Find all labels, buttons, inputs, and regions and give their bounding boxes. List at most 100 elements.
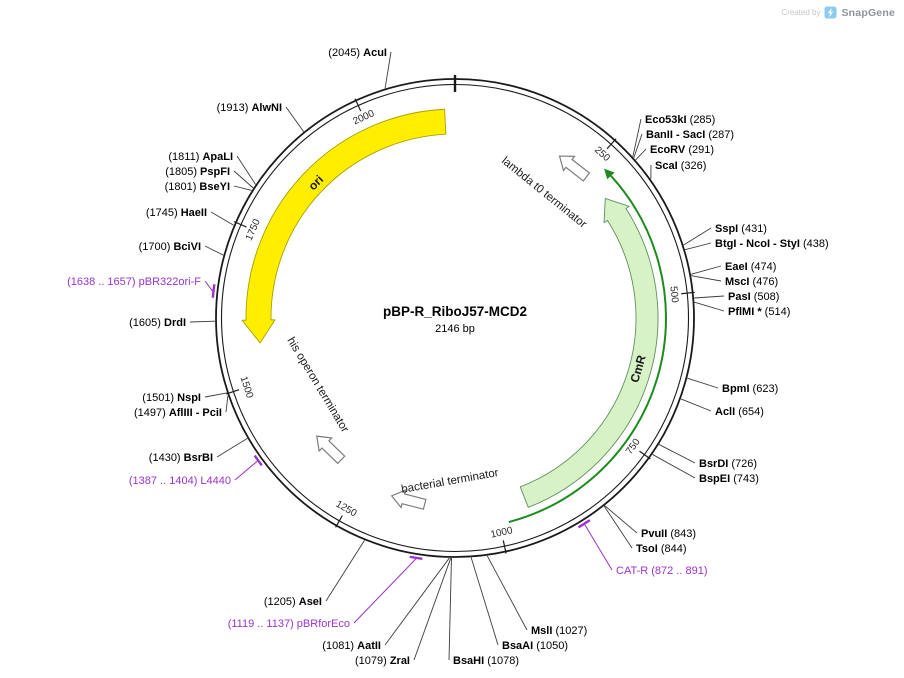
site-leader-line (189, 320, 216, 323)
site-label: TsoI (844) (636, 543, 687, 555)
site-label: Eco53kI (285) (645, 114, 715, 126)
site-label: PflMI * (514) (728, 306, 790, 318)
site-label: (1079) ZraI (355, 655, 410, 667)
site-label: (1205) AseI (264, 596, 322, 608)
tick-label: 2000 (351, 108, 376, 127)
site-leader-line (633, 133, 643, 159)
watermark-created-by-text: Created by (781, 8, 821, 17)
site-leader-line (285, 106, 305, 132)
site-leader-line (236, 155, 256, 185)
primer-leader-line (204, 280, 213, 292)
site-label: (1700) BciVI (139, 241, 201, 253)
feature-CmR (519, 198, 659, 508)
primer-label: (1387 .. 1404) L4440 (129, 475, 231, 487)
tick-mark (606, 138, 617, 150)
site-leader-line (683, 227, 712, 246)
site-leader-line (325, 540, 365, 602)
site-label: BpmI (623) (722, 383, 778, 395)
site-label: PvuII (843) (641, 528, 696, 540)
site-leader-line (233, 170, 254, 189)
primer-tick (211, 284, 216, 298)
site-leader-line (652, 454, 696, 479)
primer-label: CAT-R (872 .. 891) (616, 565, 708, 577)
site-leader-line (384, 557, 450, 646)
site-leader-line (210, 211, 234, 226)
feature-ori (241, 108, 447, 344)
site-label: (1081) AatII (322, 640, 381, 652)
site-label: (1501) NspI (142, 392, 201, 404)
site-leader-line (448, 557, 452, 661)
tick-label: 250 (592, 145, 612, 165)
transcript-arrow (508, 175, 667, 524)
primer-tick (253, 454, 263, 467)
site-leader-line (604, 505, 638, 534)
plasmid-size: 2146 bp (435, 323, 475, 335)
site-leader-line (204, 392, 228, 398)
site-leader-line (413, 557, 452, 661)
site-label: AclI (654) (715, 406, 764, 418)
terminator-arrow-icon (316, 435, 346, 465)
site-label: BspEI (743) (699, 473, 759, 485)
site-label: BsrDI (726) (699, 458, 757, 470)
site-label: (1605) DrdI (129, 317, 186, 329)
tick-mark (354, 98, 362, 112)
site-leader-line (632, 118, 642, 157)
tick-label: 1500 (237, 375, 255, 400)
snapgene-logo-icon (824, 6, 837, 19)
site-leader-line (680, 398, 712, 412)
terminator-label: his operon terminator (284, 335, 350, 434)
site-label: (1805) PspFI (165, 166, 230, 178)
primer-label: (1638 .. 1657) pBR322ori-F (67, 276, 201, 288)
site-label: ScaI (326) (655, 160, 706, 172)
site-label: MslI (1027) (531, 625, 587, 637)
tick-mark (502, 540, 507, 554)
primer-tick (577, 519, 591, 529)
site-leader-line (603, 505, 633, 549)
site-label: BsaAI (1050) (502, 640, 568, 652)
tick-mark (335, 515, 343, 528)
site-label: (1430) BsrBI (149, 452, 213, 464)
site-leader-line (233, 185, 252, 191)
terminator-arrow-icon (390, 489, 427, 510)
primer-leader-line (584, 524, 613, 571)
tick-mark (226, 389, 240, 395)
site-leader-line (694, 301, 725, 312)
site-label: MscI (476) (725, 276, 778, 288)
site-leader-line (470, 557, 499, 646)
site-leader-line (225, 395, 229, 413)
site-label: (1497) AflIII - PciI (134, 407, 222, 419)
primer-leader-line (234, 460, 258, 481)
tick-label: 1750 (244, 217, 263, 242)
primer-tick (409, 555, 423, 560)
site-label: BtgI - NcoI - StyI (438) (715, 238, 829, 250)
site-label: (1801) BseYI (165, 181, 230, 193)
site-leader-line (690, 265, 722, 275)
site-leader-line (687, 377, 719, 389)
site-label: EaeI (474) (725, 261, 776, 273)
site-label: (1811) ApaLI (168, 151, 233, 163)
plasmid-title: pBP-R_RiboJ57-MCD2 (383, 304, 527, 319)
snapgene-watermark: Created by SnapGene (781, 6, 895, 19)
site-label: BanII - SacI (287) (646, 129, 734, 141)
site-leader-line (204, 245, 224, 256)
site-leader-line (486, 555, 528, 631)
site-label: (2045) AcuI (328, 47, 387, 59)
site-leader-line (691, 275, 722, 282)
terminator-label: bacterial terminator (400, 467, 499, 496)
watermark-brand-text: SnapGene (841, 6, 895, 19)
tick-mark (681, 291, 695, 295)
site-label: SspI (431) (715, 223, 767, 235)
site-label: (1745) HaeII (146, 207, 207, 219)
site-leader-line (384, 51, 392, 89)
site-leader-line (635, 148, 647, 161)
site-leader-line (694, 295, 725, 299)
site-label: EcoRV (291) (650, 144, 714, 156)
site-label: (1913) AlwNI (217, 102, 282, 114)
transcript-arrowhead-icon (604, 168, 615, 180)
terminator-arrow-icon (558, 155, 591, 182)
tick-mark (639, 450, 651, 460)
tick-mark (233, 221, 247, 228)
tick-label: 500 (667, 286, 680, 304)
